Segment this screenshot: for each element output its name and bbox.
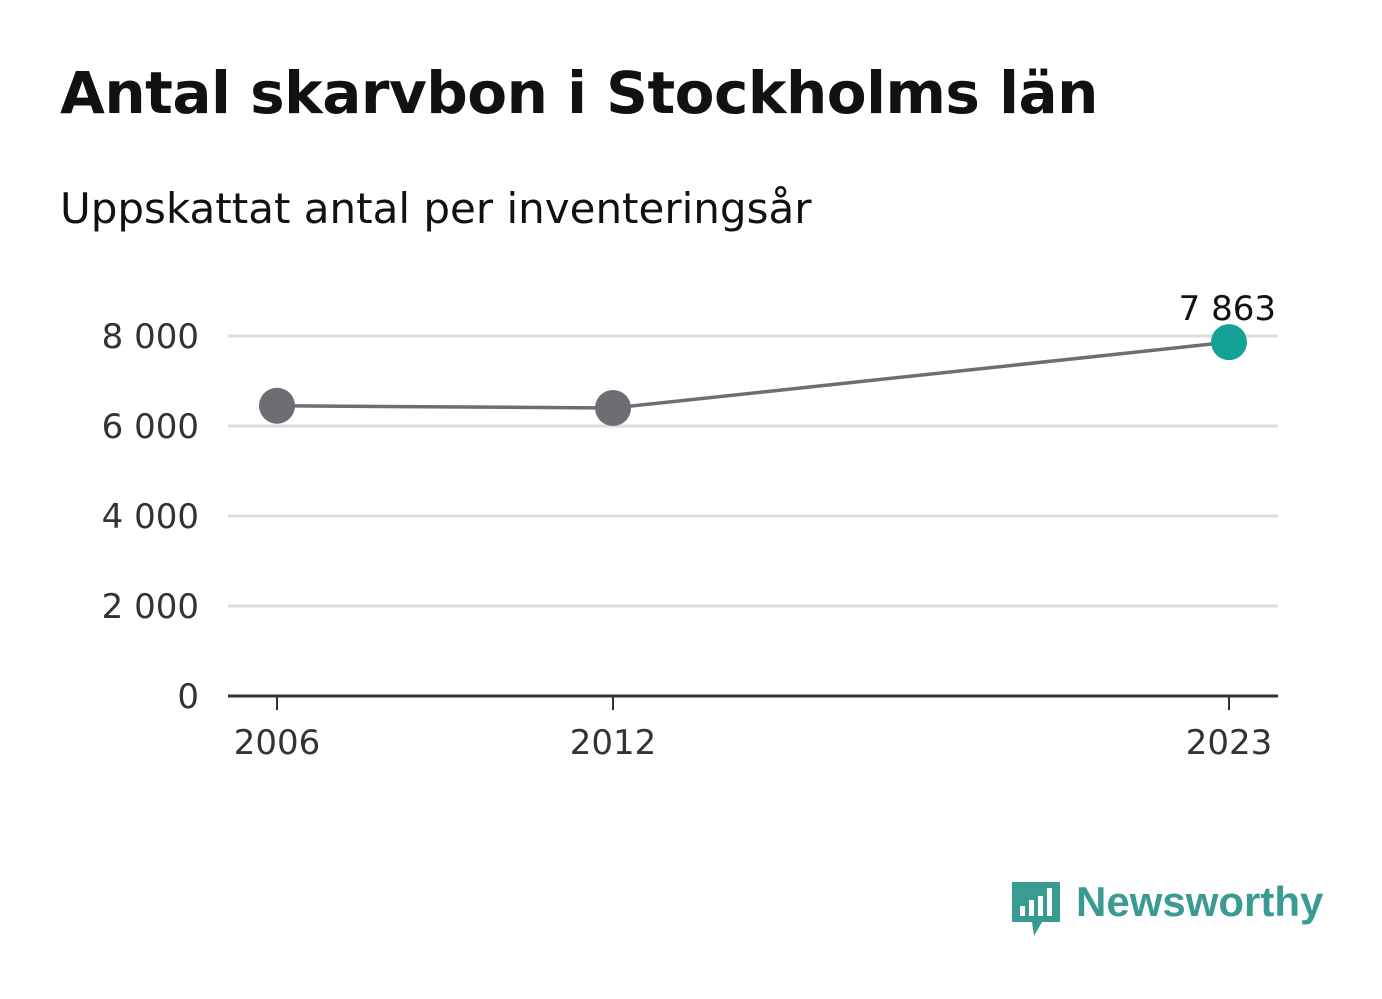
chart-title: Antal skarvbon i Stockholms län xyxy=(60,59,1098,127)
x-tick-label: 2023 xyxy=(1186,723,1273,763)
x-tick-label: 2012 xyxy=(570,723,657,763)
y-tick-label: 6 000 xyxy=(102,407,199,447)
data-label: 7 863 xyxy=(1179,289,1276,329)
gridlines xyxy=(228,334,1278,608)
y-axis-tick-labels: 0 2 000 4 000 6 000 8 000 xyxy=(102,317,199,717)
series-line xyxy=(276,340,1230,410)
brand-name: Newsworthy xyxy=(1076,878,1324,925)
data-labels: 7 863 xyxy=(1179,289,1276,329)
y-tick-label: 0 xyxy=(177,677,199,717)
x-tick-label: 2006 xyxy=(234,723,321,763)
y-tick-label: 8 000 xyxy=(102,317,199,357)
series-line-path xyxy=(276,340,1230,410)
y-tick-label: 2 000 xyxy=(102,587,199,627)
highlight-point xyxy=(1211,324,1247,361)
data-point xyxy=(595,390,631,426)
y-tick-label: 4 000 xyxy=(102,497,199,537)
data-point xyxy=(259,387,295,424)
data-points xyxy=(259,324,1247,426)
newsworthy-logo: Newsworthy xyxy=(1010,878,1323,942)
chart-speech-bubble-icon xyxy=(1012,882,1060,936)
chart-subtitle: Uppskattat antal per inventeringsår xyxy=(60,184,812,233)
x-axis: 2006 2012 2023 xyxy=(228,694,1278,763)
